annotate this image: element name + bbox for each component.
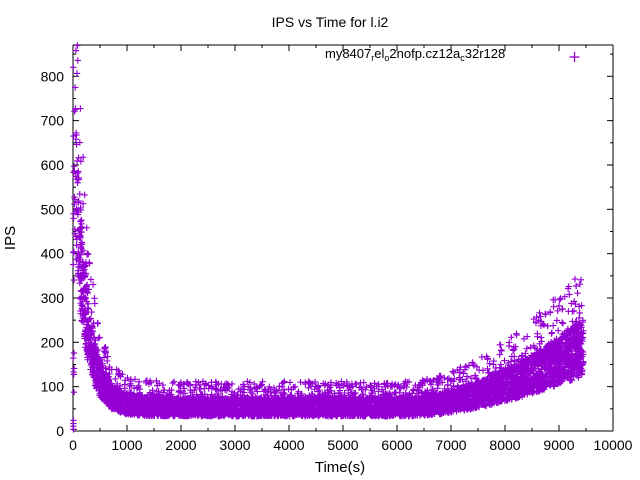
svg-text:300: 300 (41, 290, 65, 306)
svg-text:800: 800 (41, 68, 65, 84)
svg-text:8000: 8000 (489, 437, 520, 453)
svg-text:7000: 7000 (435, 437, 466, 453)
svg-text:IPS: IPS (2, 226, 19, 250)
svg-text:6000: 6000 (381, 437, 412, 453)
svg-text:500: 500 (41, 201, 65, 217)
svg-text:my8407relo2nofp.cz12ac32r128: my8407relo2nofp.cz12ac32r128 (325, 46, 505, 63)
svg-text:Time(s): Time(s) (315, 459, 365, 476)
svg-text:10000: 10000 (594, 437, 633, 453)
svg-text:0: 0 (56, 423, 64, 439)
svg-text:4000: 4000 (273, 437, 304, 453)
svg-text:1000: 1000 (111, 437, 142, 453)
svg-text:0: 0 (69, 437, 77, 453)
svg-text:9000: 9000 (543, 437, 574, 453)
svg-text:200: 200 (41, 334, 65, 350)
svg-text:100: 100 (41, 379, 65, 395)
svg-text:2000: 2000 (165, 437, 196, 453)
svg-text:5000: 5000 (327, 437, 358, 453)
svg-text:3000: 3000 (219, 437, 250, 453)
svg-text:400: 400 (41, 246, 65, 262)
svg-text:600: 600 (41, 157, 65, 173)
svg-text:700: 700 (41, 113, 65, 129)
